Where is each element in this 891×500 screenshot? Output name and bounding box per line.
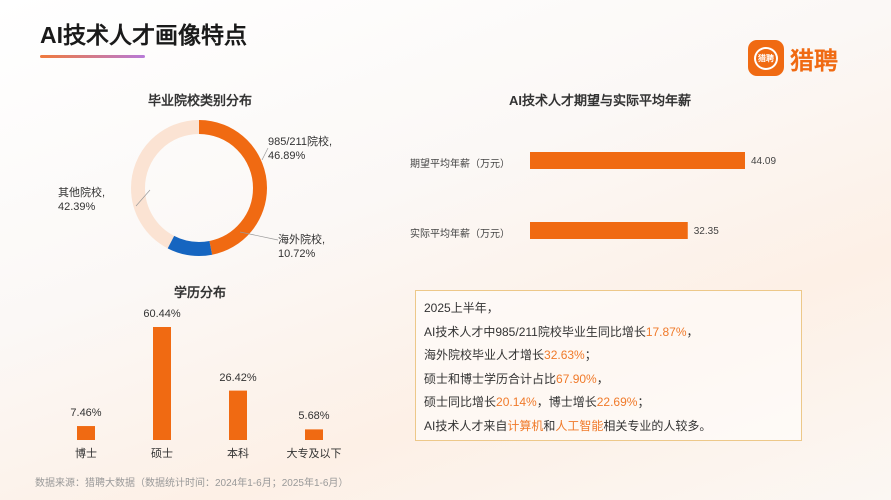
value-label: 44.09	[751, 156, 777, 167]
value-label: 7.46%	[70, 407, 102, 420]
donut-chart-title: 毕业院校类别分布	[147, 93, 252, 108]
salary-chart-title: AI技术人才期望与实际平均年薪	[508, 93, 691, 108]
value-label: 26.42%	[219, 371, 257, 384]
education-bar	[229, 390, 247, 440]
slice-pct: 42.39%	[58, 201, 96, 213]
category-label: 本科	[227, 448, 249, 460]
leader-line	[135, 189, 151, 207]
summary-line: AI技术人才来自计算机和人工智能相关专业的人较多。	[424, 418, 712, 433]
leader-line	[261, 147, 269, 161]
value-label: 5.68%	[298, 410, 330, 423]
data-source: 数据来源：猎聘大数据（数据统计时间：2024年1-6月；2025年1-6月）	[35, 478, 349, 489]
category-label: 博士	[75, 448, 97, 460]
logo-icon: 猎聘	[748, 40, 784, 76]
slice-label-985: 985/211院校, 46.89%	[268, 135, 332, 163]
slice-name: 其他院校,	[58, 187, 106, 199]
education-bar	[153, 327, 171, 440]
donut-slice	[131, 120, 267, 256]
slice-name: 985/211院校,	[268, 136, 333, 148]
slice-pct: 10.72%	[278, 248, 316, 260]
salary-bar	[530, 222, 688, 239]
logo-text: 猎聘	[790, 47, 838, 75]
summary-line: 2025上半年，	[424, 301, 499, 315]
slice-pct: 46.89%	[268, 150, 306, 162]
summary-line: 硕士同比增长20.14%，博士增长22.69%；	[424, 395, 650, 409]
category-label: 实际平均年薪（万元）	[410, 229, 510, 240]
liepin-logo: 猎聘 猎聘	[748, 40, 838, 76]
education-bar	[305, 429, 323, 440]
category-label: 大专及以下	[286, 448, 342, 460]
slice-label-overseas: 海外院校, 10.72%	[278, 233, 325, 261]
leader-line	[239, 231, 279, 241]
slice-label-other: 其他院校, 42.39%	[58, 186, 105, 214]
page-title: AI技术人才画像特点	[40, 22, 247, 48]
education-chart-title: 学历分布	[173, 285, 226, 300]
donut-slice	[131, 120, 267, 256]
summary-line: 硕士和博士学历合计占比67.90%，	[424, 371, 609, 386]
value-label: 32.35	[693, 226, 719, 237]
category-label: 期望平均年薪（万元）	[410, 159, 510, 170]
value-label: 60.44%	[143, 308, 181, 320]
slice-name: 海外院校,	[278, 234, 326, 246]
salary-bar	[530, 152, 745, 169]
education-bar	[77, 426, 95, 440]
summary-box: 2025上半年， AI技术人才中985/211院校毕业生同比增长17.87%， …	[415, 290, 802, 441]
category-label: 硕士	[151, 448, 173, 460]
summary-line: AI技术人才中985/211院校毕业生同比增长17.87%，	[424, 324, 699, 339]
title-underline	[40, 55, 145, 58]
summary-line: 海外院校毕业人才增长32.63%；	[424, 348, 597, 362]
